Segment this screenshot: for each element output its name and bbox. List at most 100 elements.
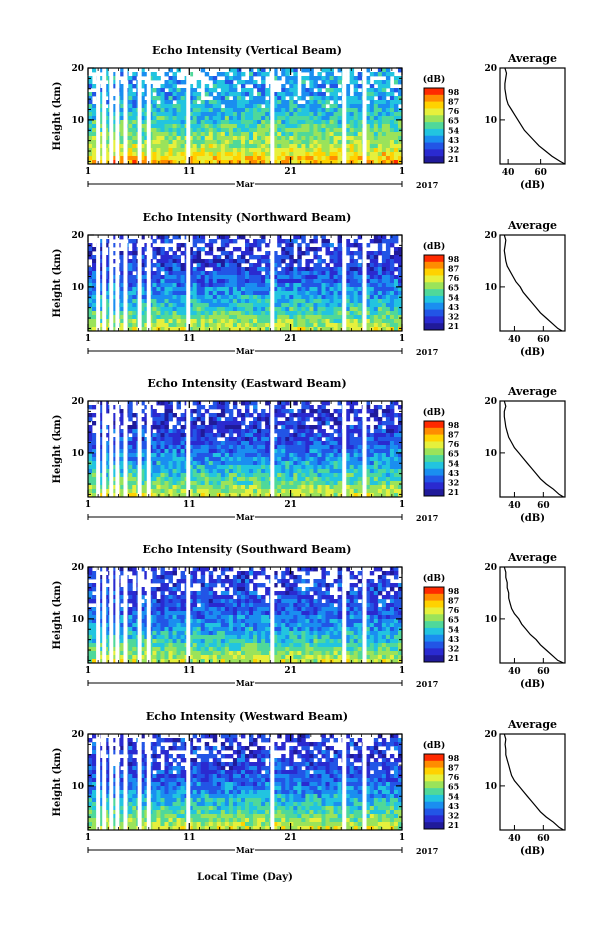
heatmap-cell xyxy=(393,235,399,240)
heatmap-cell xyxy=(164,112,169,117)
heatmap-cell xyxy=(160,275,165,280)
heatmap-cell xyxy=(180,271,186,276)
heatmap-cell xyxy=(156,283,161,288)
heatmap-cell xyxy=(188,429,194,434)
heatmap-cell xyxy=(313,76,318,81)
heatmap-cell xyxy=(313,441,318,446)
heatmap-cell xyxy=(337,283,343,288)
heatmap-cell xyxy=(249,148,254,153)
heatmap-cell xyxy=(220,275,226,280)
heatmap-cell xyxy=(144,160,149,165)
heatmap-cell xyxy=(301,271,306,276)
heatmap-cell xyxy=(321,323,326,328)
heatmap-cell xyxy=(289,457,294,462)
heatmap-cell xyxy=(297,311,302,316)
heatmap-cell xyxy=(249,140,254,145)
heatmap-cell xyxy=(180,481,186,486)
heatmap-cell xyxy=(377,120,383,125)
heatmap-cell xyxy=(297,243,302,248)
heatmap-cell xyxy=(160,417,165,422)
heatmap-cell xyxy=(128,156,133,161)
heatmap-cell xyxy=(345,88,351,93)
heatmap-cell xyxy=(172,441,177,446)
heatmap-cell xyxy=(120,287,125,292)
heatmap-cell xyxy=(397,96,403,101)
heatmap-cell xyxy=(321,469,326,474)
heatmap-cell xyxy=(337,96,343,101)
heatmap-cell xyxy=(212,267,218,272)
heatmap-cell xyxy=(224,473,230,478)
heatmap-cell xyxy=(168,465,173,470)
heatmap-cell xyxy=(132,307,137,312)
heatmap-cell xyxy=(152,140,157,145)
heatmap-cell xyxy=(281,319,286,324)
heatmap-cell xyxy=(301,120,306,125)
colorbar-tick-label: 65 xyxy=(448,116,459,126)
heatmap-cell xyxy=(309,124,314,129)
heatmap-cell xyxy=(301,128,306,133)
heatmap-cell xyxy=(305,156,310,161)
heatmap-cell xyxy=(224,429,230,434)
heatmap-cell xyxy=(365,315,371,320)
x-tick-label: 21 xyxy=(284,167,297,177)
heatmap-cell xyxy=(385,259,391,264)
heatmap-cell xyxy=(253,160,258,165)
heatmap-cell xyxy=(164,441,169,446)
heatmap-cell xyxy=(253,120,258,125)
heatmap-cell xyxy=(156,433,161,438)
heatmap-cell xyxy=(273,449,278,454)
heatmap-cell xyxy=(140,80,145,85)
profile-x-label: (dB) xyxy=(520,180,545,191)
heatmap-cell xyxy=(381,283,387,288)
heatmap-cell xyxy=(152,116,157,121)
heatmap-cell xyxy=(120,144,125,149)
heatmap-cell xyxy=(369,283,375,288)
heatmap-cell xyxy=(377,148,383,153)
heatmap-cell xyxy=(281,421,286,426)
heatmap-cell xyxy=(112,303,117,308)
month-bar-gap xyxy=(235,346,255,356)
heatmap-cell xyxy=(337,104,343,109)
heatmap-cell xyxy=(140,124,145,129)
heatmap-cell xyxy=(180,112,186,117)
heatmap-cell xyxy=(285,303,290,308)
heatmap-cell xyxy=(208,291,214,296)
heatmap-cell xyxy=(144,429,149,434)
heatmap-cell xyxy=(257,132,262,137)
heatmap-cell xyxy=(112,477,117,482)
heatmap-cell xyxy=(313,128,318,133)
heatmap-cell xyxy=(265,465,270,470)
heatmap-cell xyxy=(216,323,222,328)
heatmap-cell xyxy=(265,124,270,129)
heatmap-cell xyxy=(373,477,379,482)
heatmap-cell xyxy=(313,116,318,121)
heatmap-cell xyxy=(112,405,117,410)
heatmap-cell xyxy=(289,425,294,430)
heatmap-cell xyxy=(281,132,286,137)
heatmap-cell xyxy=(289,323,294,328)
heatmap-cell xyxy=(168,449,173,454)
heatmap-cell xyxy=(289,128,294,133)
heatmap-cell xyxy=(393,100,399,105)
heatmap-cell xyxy=(337,421,343,426)
heatmap-cell xyxy=(204,263,210,268)
heatmap-cell xyxy=(212,445,218,450)
heatmap-cell xyxy=(349,100,355,105)
heatmap-cell xyxy=(349,108,355,113)
heatmap-cell xyxy=(305,323,310,328)
heatmap-cell xyxy=(329,271,334,276)
heatmap-cell xyxy=(232,445,238,450)
heatmap-cell xyxy=(321,235,326,240)
heatmap-cell xyxy=(232,469,238,474)
heatmap-cell xyxy=(128,303,133,308)
heatmap-cell xyxy=(377,311,383,316)
heatmap-cell xyxy=(325,128,330,133)
heatmap-cell xyxy=(88,132,93,137)
heatmap-cell xyxy=(285,465,290,470)
heatmap-cell xyxy=(156,299,161,304)
heatmap-cell xyxy=(208,243,214,248)
heatmap-cell xyxy=(236,295,242,300)
heatmap-cell xyxy=(365,156,371,161)
heatmap-cell xyxy=(164,421,169,426)
heatmap-cell xyxy=(273,100,278,105)
